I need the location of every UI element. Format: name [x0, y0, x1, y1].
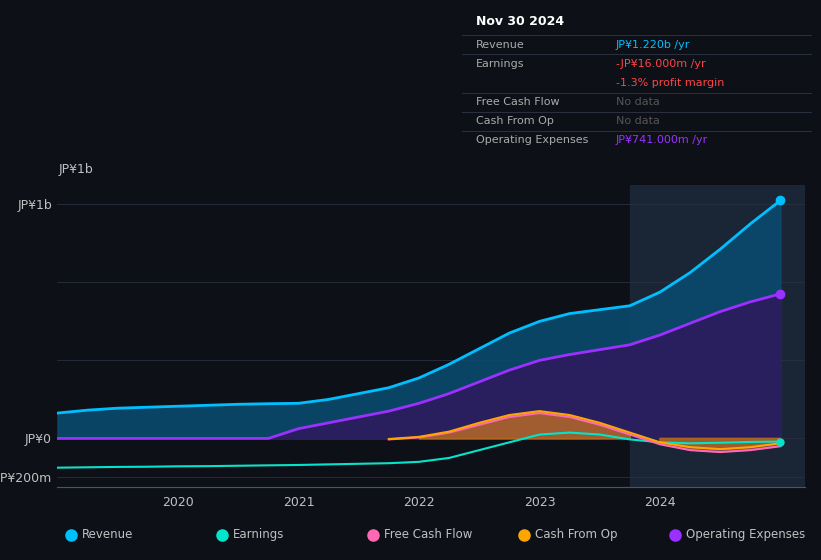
Text: -JP¥16.000m /yr: -JP¥16.000m /yr — [616, 59, 705, 69]
Text: Operating Expenses: Operating Expenses — [686, 528, 805, 542]
Text: Cash From Op: Cash From Op — [535, 528, 617, 542]
Text: JP¥1.220b /yr: JP¥1.220b /yr — [616, 40, 690, 50]
Text: Revenue: Revenue — [476, 40, 525, 50]
Text: Nov 30 2024: Nov 30 2024 — [476, 15, 564, 28]
Text: No data: No data — [616, 97, 659, 107]
Text: JP¥1b: JP¥1b — [59, 164, 94, 176]
Text: Operating Expenses: Operating Expenses — [476, 136, 589, 146]
Text: JP¥741.000m /yr: JP¥741.000m /yr — [616, 136, 708, 146]
Bar — [630, 185, 821, 487]
Text: -1.3% profit margin: -1.3% profit margin — [616, 78, 724, 88]
Text: Earnings: Earnings — [476, 59, 525, 69]
Text: Free Cash Flow: Free Cash Flow — [384, 528, 472, 542]
Text: Free Cash Flow: Free Cash Flow — [476, 97, 560, 107]
Text: No data: No data — [616, 116, 659, 126]
Text: Cash From Op: Cash From Op — [476, 116, 554, 126]
Text: Earnings: Earnings — [233, 528, 284, 542]
Text: Revenue: Revenue — [82, 528, 133, 542]
